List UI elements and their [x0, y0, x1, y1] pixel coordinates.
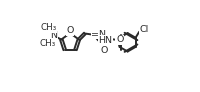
- Text: O: O: [66, 26, 74, 35]
- Text: O: O: [101, 46, 108, 55]
- Text: Cl: Cl: [140, 25, 149, 34]
- Text: CH₃: CH₃: [40, 23, 57, 32]
- Text: O: O: [116, 35, 123, 44]
- Text: HN: HN: [98, 36, 112, 45]
- Text: =N: =N: [91, 30, 106, 39]
- Text: CH₃: CH₃: [40, 39, 56, 48]
- Text: N: N: [50, 31, 57, 40]
